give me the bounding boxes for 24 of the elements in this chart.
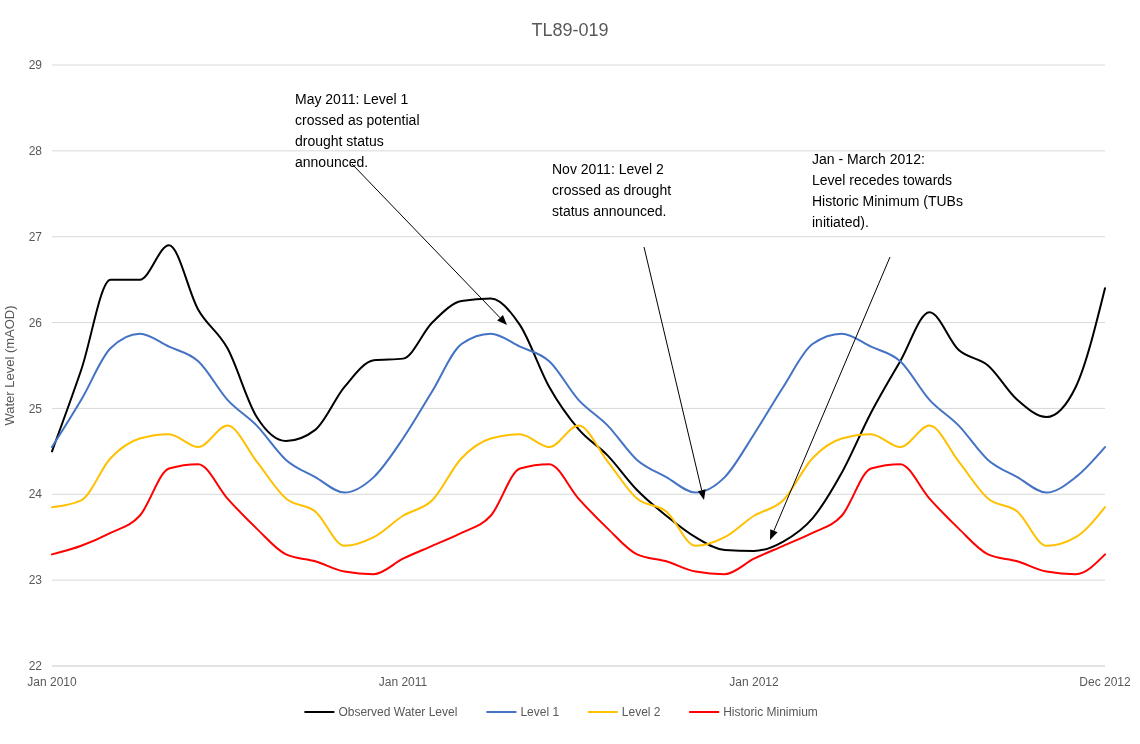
y-tick-label: 28 <box>28 144 43 159</box>
y-tick-label: 24 <box>28 487 43 502</box>
y-tick-label: 25 <box>28 401 43 416</box>
annotation: Nov 2011: Level 2 crossed as drought status announced. <box>552 161 672 219</box>
line-series <box>51 424 1106 547</box>
x-tick-label: Jan 2010 <box>27 675 78 689</box>
legend-label: Level 1 <box>520 705 560 720</box>
line-series <box>51 244 1106 552</box>
y-tick-label: 27 <box>28 229 43 244</box>
y-tick-label: 23 <box>28 573 43 588</box>
x-tick-label: Jan 2011 <box>378 675 428 689</box>
legend-label: Level 2 <box>621 705 661 720</box>
legend-label: Historic Minimium <box>723 705 818 720</box>
annotation: Jan - March 2012: Level recedes towards Historic Minimum (TUBs initiated). <box>812 151 963 230</box>
line-series <box>51 463 1106 576</box>
x-tick-label: Dec 2012 <box>1079 675 1132 689</box>
legend-label: Observed Water Level <box>338 705 458 720</box>
y-tick-label: 29 <box>28 58 43 73</box>
y-tick-label: 26 <box>28 315 43 330</box>
chart-title: TL89-019 <box>531 20 609 40</box>
y-tick-label: 22 <box>28 659 43 674</box>
x-tick-label: Jan 2012 <box>729 675 780 689</box>
y-axis-title: Water Level (mAOD) <box>2 305 17 426</box>
annotation: May 2011: Level 1 crossed as potential drought status announced. <box>295 91 420 170</box>
